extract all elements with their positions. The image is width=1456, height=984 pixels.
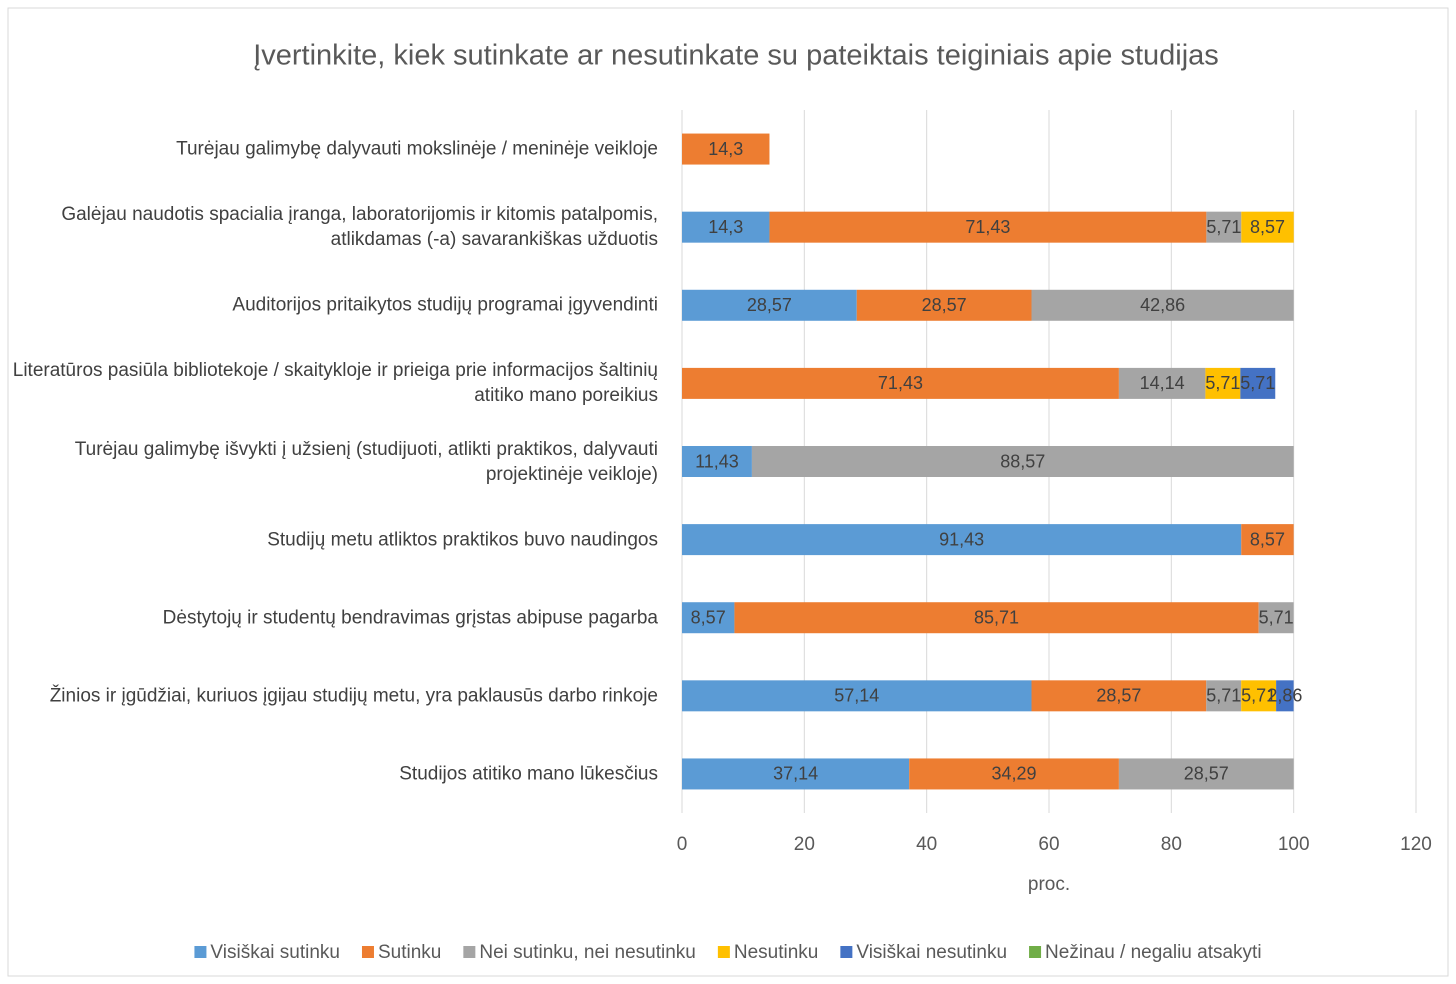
data-label: 8,57: [1250, 217, 1285, 237]
legend-label: Nei sutinku, nei nesutinku: [479, 942, 696, 963]
bar-segment: [1241, 211, 1294, 243]
bar-segment: [682, 133, 770, 165]
chart-border: [7, 7, 1449, 977]
data-label: 5,71: [1259, 607, 1294, 627]
bar-segment: [1118, 367, 1206, 399]
x-axis-label: proc.: [1028, 874, 1070, 895]
bar-segment: [1241, 680, 1277, 712]
x-tick-label: 40: [916, 834, 937, 855]
legend-label: Sutinku: [378, 942, 441, 963]
legend-swatch: [717, 946, 730, 958]
legend-label: Nesutinku: [734, 942, 819, 963]
bar-segment: [1240, 367, 1276, 399]
data-label: 28,57: [922, 295, 967, 315]
data-label: 71,43: [878, 373, 923, 393]
data-label: 34,29: [992, 764, 1037, 784]
bar-segment: [734, 602, 1259, 634]
bar-segment: [856, 289, 1032, 321]
category-label: Studijos atitiko mano lūkesčius: [399, 763, 658, 785]
bar-segment: [682, 758, 910, 790]
data-label: 37,14: [773, 764, 818, 784]
data-label: 91,43: [939, 529, 984, 549]
bar-segment: [769, 211, 1207, 243]
category-label: Auditorijos pritaikytos studijų programa…: [232, 294, 658, 316]
x-tick-label: 120: [1400, 834, 1432, 855]
legend-swatch: [194, 946, 207, 958]
data-label: 5,71: [1241, 686, 1276, 706]
data-label: 71,43: [965, 217, 1010, 237]
bar-segment: [1205, 367, 1241, 399]
data-label: 28,57: [747, 295, 792, 315]
data-label: 14,14: [1140, 373, 1185, 393]
data-label: 28,57: [1184, 764, 1229, 784]
data-label: 14,3: [708, 139, 743, 159]
data-label: 5,71: [1206, 217, 1241, 237]
legend-swatch: [463, 946, 476, 958]
legend-swatch: [1029, 946, 1042, 958]
bar-segment: [751, 446, 1294, 477]
data-label: 5,71: [1206, 686, 1241, 706]
category-label: Literatūros pasiūla bibliotekoje / skait…: [12, 360, 658, 407]
bar-segment: [1206, 211, 1242, 243]
data-label: 88,57: [1000, 451, 1045, 471]
bar-segment: [682, 211, 770, 243]
data-label: 28,57: [1096, 686, 1141, 706]
x-tick-label: 100: [1278, 834, 1310, 855]
category-label: Žinios ir įgūdžiai, kuriuos įgijau studi…: [49, 685, 658, 707]
x-tick-label: 60: [1038, 834, 1059, 855]
bar-segment: [1241, 524, 1294, 556]
data-label: 14,3: [708, 217, 743, 237]
x-tick-label: 80: [1161, 834, 1182, 855]
legend-swatch: [840, 946, 853, 958]
data-label: 2,86: [1267, 686, 1302, 706]
legend-label: Nežinau / negaliu atsakyti: [1045, 942, 1262, 963]
legend-label: Visiškai nesutinku: [856, 942, 1007, 963]
bar-segment: [682, 524, 1242, 556]
data-label: 8,57: [1250, 529, 1285, 549]
bar-segment: [1276, 680, 1294, 712]
bar-segment: [682, 602, 735, 634]
category-label: Studijų metu atliktos praktikos buvo nau…: [267, 529, 658, 551]
x-tick-label: 20: [794, 834, 815, 855]
data-label: 5,71: [1240, 373, 1275, 393]
bar-segment: [682, 367, 1119, 399]
category-label: Turėjau galimybę dalyvauti mokslinėje / …: [176, 138, 658, 160]
bar-segment: [682, 680, 1032, 712]
data-label: 11,43: [695, 451, 739, 471]
category-label: Turėjau galimybę išvykti į užsienį (stud…: [74, 438, 658, 485]
data-label: 57,14: [834, 686, 879, 706]
bar-segment: [1118, 758, 1294, 790]
category-label: Galėjau naudotis spacialia įranga, labor…: [61, 204, 658, 251]
data-label: 8,57: [691, 607, 726, 627]
bar-segment: [1258, 602, 1294, 634]
bar-segment: [682, 289, 857, 321]
data-label: 85,71: [974, 607, 1019, 627]
bar-segment: [1206, 680, 1242, 712]
data-label: 42,86: [1140, 295, 1185, 315]
bar-segment: [909, 758, 1119, 790]
chart-title: Įvertinkite, kiek sutinkate ar nesutinka…: [253, 40, 1219, 72]
category-label: Dėstytojų ir studentų bendravimas grįsta…: [162, 607, 658, 629]
x-tick-label: 0: [677, 834, 688, 855]
data-label: 5,71: [1205, 373, 1240, 393]
bar-segment: [1031, 289, 1294, 321]
bar-segment: [1031, 680, 1207, 712]
legend-label: Visiškai sutinku: [210, 942, 340, 963]
bar-segment: [682, 446, 752, 477]
legend-swatch: [361, 946, 374, 958]
